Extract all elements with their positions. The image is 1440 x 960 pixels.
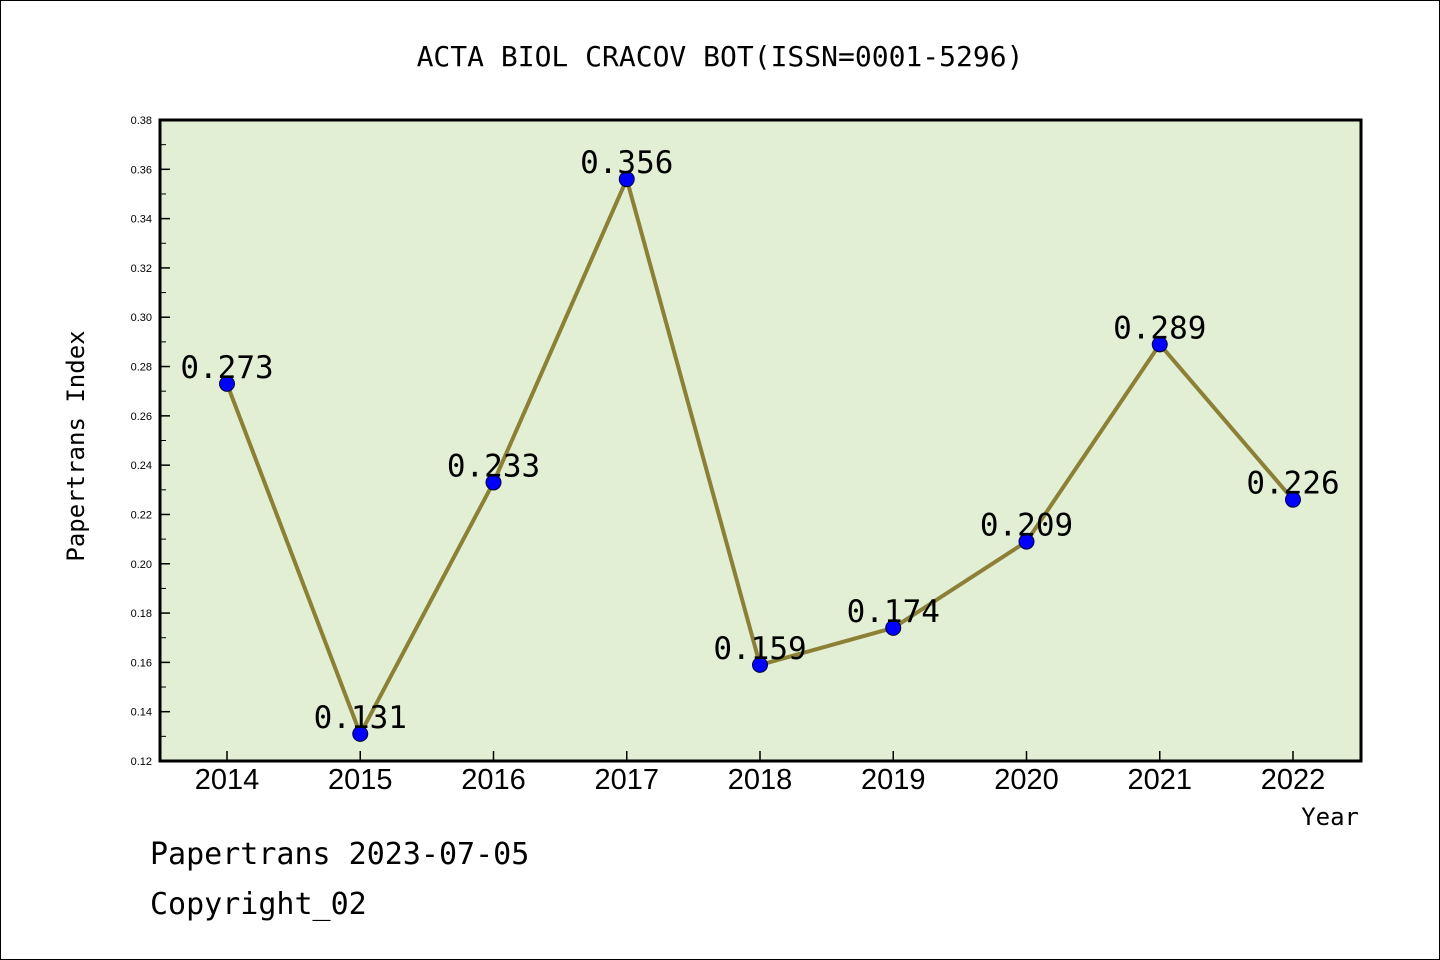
x-tick-label: 2014	[195, 764, 260, 796]
x-tick-label: 2021	[1127, 764, 1192, 796]
y-tick-label: 0.16	[131, 657, 152, 669]
data-label: 0.233	[447, 448, 540, 484]
data-labels: 0.273 0.131 0.233 0.356 0.159 0.174 0.209 0.289…	[180, 145, 1339, 736]
y-tick-label: 0.34	[131, 214, 152, 226]
y-tick-label: 0.30	[131, 312, 152, 324]
data-point	[1151, 336, 1168, 353]
y-axis-ticks: 0.12 0.14 0.16 0.18 0.20 0.22 0.24 0.26 0.28 0.30…	[131, 115, 170, 768]
y-tick-label: 0.28	[131, 362, 152, 374]
data-point	[752, 656, 768, 673]
y-tick-label: 0.22	[131, 509, 152, 521]
data-label: 0.159	[713, 631, 806, 667]
data-label: 0.356	[580, 145, 673, 181]
y-tick-label: 0.24	[131, 460, 152, 472]
data-point	[618, 171, 635, 188]
data-point	[1285, 491, 1301, 508]
data-point	[1018, 533, 1035, 550]
y-axis-label: Papertrans Index	[62, 330, 90, 561]
data-label: 0.131	[314, 700, 407, 736]
data-label: 0.289	[1113, 310, 1206, 346]
x-tick-label: 2020	[994, 764, 1059, 796]
data-point	[485, 474, 502, 491]
footer-copyright: Copyright_02	[150, 887, 367, 922]
x-tick-label: 2015	[328, 764, 393, 796]
y-tick-label: 0.20	[131, 559, 152, 571]
data-label: 0.209	[980, 508, 1073, 544]
data-label: 0.174	[847, 594, 940, 630]
x-tick-label: 2017	[594, 764, 659, 796]
plot-area	[158, 118, 1363, 763]
y-tick-label: 0.36	[131, 164, 152, 176]
data-label: 0.226	[1246, 466, 1339, 502]
x-axis-ticks: 2014 2015 2016 2017 2018 2019 2020 2021 2022	[195, 751, 1326, 796]
y-tick-label: 0.12	[131, 756, 152, 768]
x-tick-label: 2018	[728, 764, 793, 796]
y-tick-label: 0.14	[131, 707, 152, 719]
data-point	[352, 725, 369, 742]
y-tick-label: 0.32	[131, 263, 152, 275]
x-tick-label: 2016	[461, 764, 526, 796]
y-tick-label: 0.18	[131, 608, 152, 620]
footer-date: Papertrans 2023-07-05	[150, 837, 529, 872]
data-label: 0.273	[180, 350, 273, 386]
x-tick-label: 2019	[861, 764, 926, 796]
chart-title: ACTA BIOL CRACOV BOT(ISSN=0001-5296)	[417, 40, 1024, 73]
y-tick-label: 0.38	[131, 115, 152, 127]
data-point	[219, 375, 235, 392]
x-tick-label: 2022	[1261, 764, 1326, 796]
y-tick-label: 0.26	[131, 411, 152, 423]
series-markers	[219, 171, 1301, 742]
x-axis-label: Year	[1301, 803, 1359, 831]
data-point	[885, 619, 902, 636]
